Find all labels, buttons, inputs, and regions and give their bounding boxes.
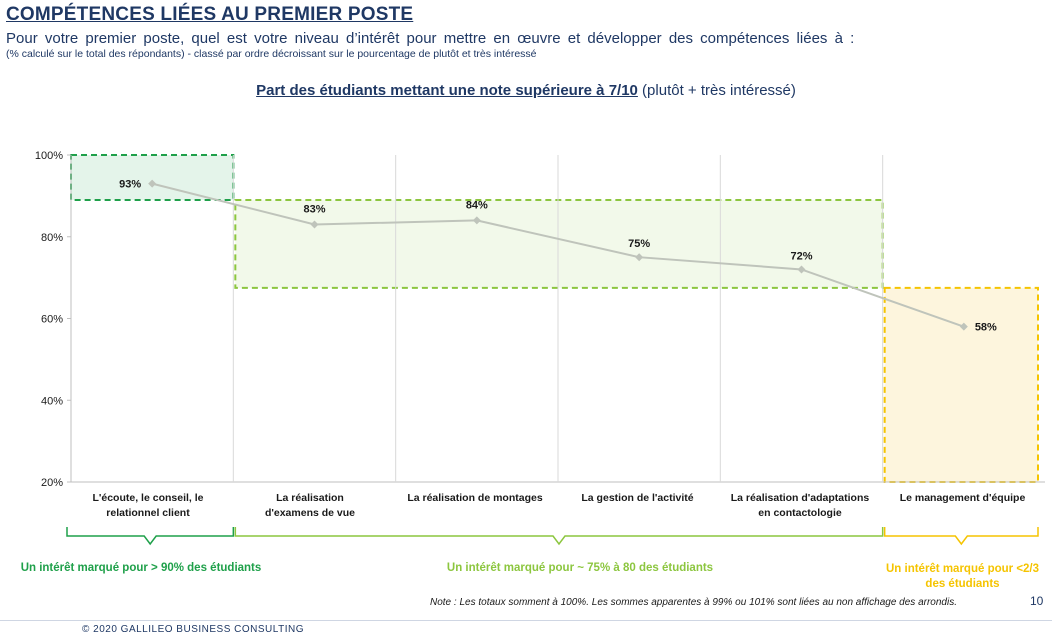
calculation-note: (% calculé sur le total des répondants) … [6, 48, 537, 60]
category-label: L'écoute, le conseil, le relationnel cli… [92, 492, 204, 519]
data-label: 75% [628, 238, 650, 250]
group-bracket [66, 527, 235, 546]
data-point [148, 179, 157, 188]
chart-title: Part des étudiants mettant une note supé… [0, 82, 1052, 99]
category-label: Le management d'équipe [899, 492, 1026, 504]
chart-title-suffix: (plutôt + très intéressé) [637, 82, 796, 99]
data-point [310, 220, 319, 229]
page-number: 10 [1030, 594, 1044, 608]
data-label: 58% [975, 322, 997, 334]
y-tick-label: 100% [35, 150, 63, 162]
group-label-high: Un intérêt marqué pour > 90% des étudian… [20, 562, 262, 574]
data-point [797, 265, 806, 274]
data-label: 93% [119, 179, 141, 191]
category-label: La réalisation de montages [407, 492, 543, 504]
data-label: 84% [466, 199, 488, 211]
category-label: La gestion de l'activité [581, 492, 694, 504]
series-line [151, 182, 965, 328]
category-label: La réalisation d'adaptations en contacto… [730, 492, 870, 519]
group-bracket [883, 527, 1039, 546]
group-label-low: Un intérêt marqué pour <2/3 des étudiant… [880, 562, 1045, 592]
y-tick-label: 80% [41, 232, 63, 244]
y-tick-label: 40% [41, 395, 63, 407]
data-point [959, 322, 968, 331]
chart-title-main: Part des étudiants mettant une note supé… [256, 82, 638, 99]
survey-question: Pour votre premier poste, quel est votre… [6, 30, 855, 47]
data-label: 83% [303, 203, 325, 215]
highlight-box [70, 154, 235, 201]
footnote: Note : Les totaux somment à 100%. Les so… [430, 597, 957, 608]
highlight-box [883, 286, 1040, 483]
group-label-medium: Un intérêt marqué pour ~ 75% à 80 des ét… [446, 562, 714, 574]
data-point [472, 216, 481, 225]
category-label: La réalisation d'examens de vue [264, 492, 356, 519]
copyright-footer: © 2020 GALLILEO BUSINESS CONSULTING [82, 624, 304, 635]
group-bracket [234, 527, 884, 546]
data-point [635, 253, 644, 262]
y-tick-label: 20% [41, 477, 63, 489]
data-label: 72% [790, 250, 812, 262]
y-tick-label: 60% [41, 314, 63, 326]
page-title: COMPÉTENCES LIÉES AU PREMIER POSTE [6, 4, 414, 25]
footer-divider [0, 620, 1052, 621]
group-label-low-text: Un intérêt marqué pour <2/3 des étudiant… [885, 563, 1040, 590]
highlight-box [234, 198, 884, 289]
